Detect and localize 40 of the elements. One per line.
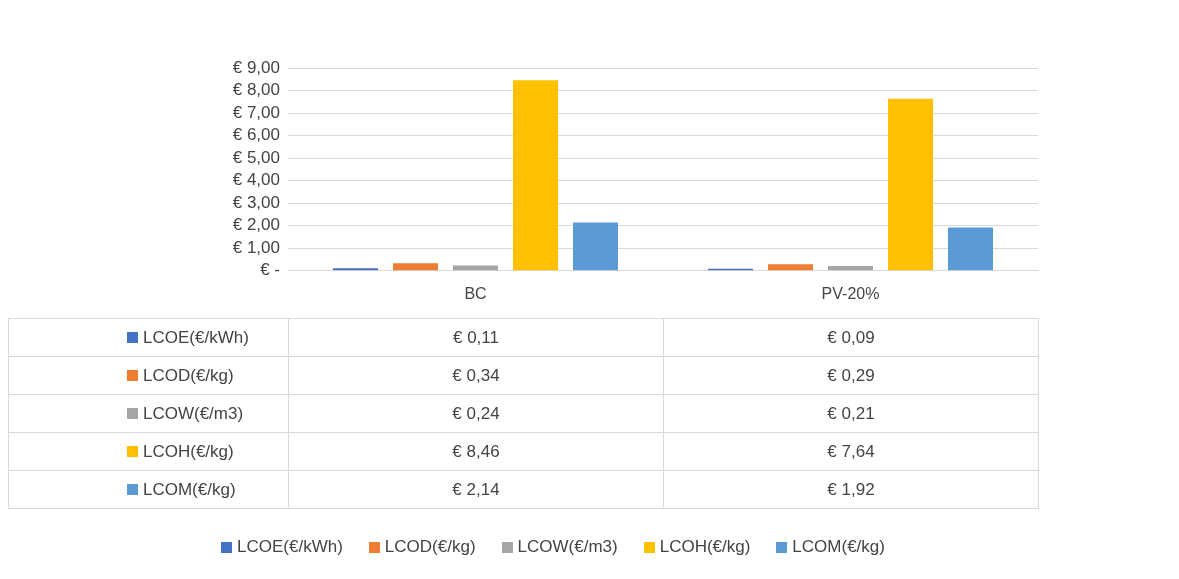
bar <box>573 222 618 271</box>
text: LCOM(€/kg) <box>143 479 236 499</box>
bar <box>453 265 498 271</box>
bar <box>888 98 933 271</box>
data-label: € 1,92 <box>663 470 1039 509</box>
y-tick-label: € 8,00 <box>232 80 280 100</box>
data-label: € 0,11 <box>288 318 664 357</box>
y-tick-label: € 5,00 <box>232 147 280 167</box>
bar <box>768 264 813 271</box>
bar <box>948 227 993 271</box>
y-tick-label: € 6,00 <box>232 125 280 145</box>
data-label: € 8,46 <box>288 432 664 471</box>
text: LCOE(€/kWh) <box>237 537 343 556</box>
y-tick-label: € - <box>260 260 280 280</box>
data-label: € 0,24 <box>288 394 664 433</box>
y-tick-label: € 4,00 <box>232 170 280 190</box>
bar <box>393 263 438 271</box>
legend-label: LCOM(€/kg) <box>791 537 885 557</box>
legend-label: LCOE(€/kWh) <box>8 318 289 357</box>
y-tick-label: € 1,00 <box>232 237 280 257</box>
data-label: € 0,29 <box>663 356 1039 395</box>
text: LCOH(€/kg) <box>143 441 234 461</box>
bar <box>513 80 558 271</box>
text: LCOW(€/m3) <box>517 537 618 556</box>
data-label: € 7,64 <box>663 432 1039 471</box>
bar <box>828 266 873 271</box>
y-tick-label: € 7,00 <box>232 102 280 122</box>
text: LCOD(€/kg) <box>384 537 476 556</box>
legend-label: LCOH(€/kg) <box>658 537 751 557</box>
data-label: € 0,21 <box>663 394 1039 433</box>
data-label: € 0,09 <box>663 318 1039 357</box>
y-tick-label: € 3,00 <box>232 192 280 212</box>
y-tick-label: € 2,00 <box>232 215 280 235</box>
x-tick-label: BC <box>464 284 487 302</box>
x-tick-label: PV-20% <box>821 284 880 302</box>
y-tick-label: € 9,00 <box>232 57 280 77</box>
data-label: € 0,34 <box>288 356 664 395</box>
data-label: € 2,14 <box>288 470 664 509</box>
legend-label: LCOD(€/kg) <box>8 356 289 395</box>
legend-label: LCOW(€/m3) <box>8 394 289 433</box>
